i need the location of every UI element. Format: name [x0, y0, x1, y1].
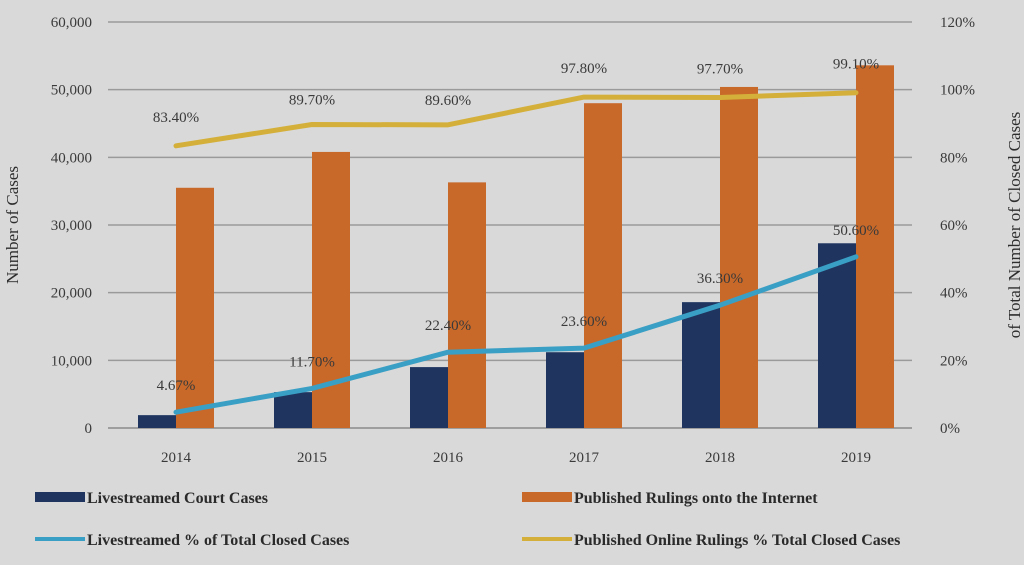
legend-label: Livestreamed Court Cases [87, 490, 268, 507]
y-tick-label: 60,000 [51, 15, 92, 31]
x-axis-ticks: 2014 2015 2016 2017 2018 2019 [161, 450, 871, 466]
bar-published-rulings [448, 182, 486, 428]
line-published-percent [173, 90, 859, 149]
y2-tick-label: 40% [940, 286, 968, 302]
data-label-livestreamed-percent: 4.67% [157, 378, 196, 394]
data-label-livestreamed-percent: 23.60% [561, 314, 607, 330]
y2-axis-ticks: 0% 20% 40% 60% 80% 100% 120% [940, 15, 975, 437]
gridlines [108, 21, 912, 429]
y2-tick-label: 20% [940, 353, 968, 369]
data-label-livestreamed-percent: 11.70% [289, 354, 335, 370]
legend-label: Published Rulings onto the Internet [574, 490, 818, 507]
bar-published-rulings [856, 65, 894, 428]
data-labels: 4.67% 11.70% 22.40% 23.60% 36.30% 50.60% 83.40… [153, 57, 879, 394]
bar-livestreamed-cases [410, 367, 448, 428]
y2-tick-label: 100% [940, 83, 975, 99]
x-tick-label: 2015 [297, 450, 327, 466]
y-axis-ticks: 0 10,000 20,000 30,000 40,000 50,000 60,000 [51, 15, 92, 437]
data-label-published-percent: 97.70% [697, 61, 743, 77]
legend-swatch [522, 492, 572, 502]
y2-tick-label: 0% [940, 421, 960, 437]
x-tick-label: 2017 [569, 450, 600, 466]
bar-published-rulings [176, 187, 214, 428]
y2-tick-label: 60% [940, 218, 968, 234]
data-label-published-percent: 89.60% [425, 93, 471, 109]
y-tick-label: 40,000 [51, 150, 92, 166]
data-label-livestreamed-percent: 36.30% [697, 271, 743, 287]
lines [173, 90, 859, 415]
x-tick-label: 2019 [841, 450, 871, 466]
x-tick-label: 2018 [705, 450, 735, 466]
bar-published-rulings [720, 86, 758, 429]
y2-tick-label: 120% [940, 15, 975, 31]
y-tick-label: 10,000 [51, 353, 92, 369]
y-tick-label: 30,000 [51, 218, 92, 234]
legend-label: Published Online Rulings % Total Closed … [574, 532, 900, 549]
y-tick-label: 0 [85, 421, 93, 437]
bar-livestreamed-cases [818, 243, 856, 428]
data-label-published-percent: 99.10% [833, 57, 879, 73]
y2-axis-title: of Total Number of Closed Cases [1005, 112, 1024, 339]
data-label-livestreamed-percent: 50.60% [833, 223, 879, 239]
x-tick-label: 2016 [433, 450, 464, 466]
data-label-published-percent: 97.80% [561, 61, 607, 77]
bar-livestreamed-cases [546, 352, 584, 428]
data-label-livestreamed-percent: 22.40% [425, 318, 471, 334]
bar-published-rulings [584, 103, 622, 428]
data-label-published-percent: 83.40% [153, 110, 199, 126]
bar-livestreamed-cases [138, 415, 176, 428]
bar-livestreamed-cases [682, 302, 720, 428]
legend-swatch [35, 492, 85, 502]
legend: Livestreamed Court Cases Published Ruling… [35, 490, 900, 549]
bar-livestreamed-cases [274, 392, 312, 428]
y-tick-label: 20,000 [51, 286, 92, 302]
x-tick-label: 2014 [161, 450, 192, 466]
y2-tick-label: 80% [940, 150, 968, 166]
line-livestreamed-percent [173, 254, 859, 415]
y-tick-label: 50,000 [51, 83, 92, 99]
data-label-published-percent: 89.70% [289, 93, 335, 109]
legend-label: Livestreamed % of Total Closed Cases [87, 532, 349, 549]
y-axis-title: Number of Cases [3, 166, 22, 284]
bars [138, 65, 894, 429]
